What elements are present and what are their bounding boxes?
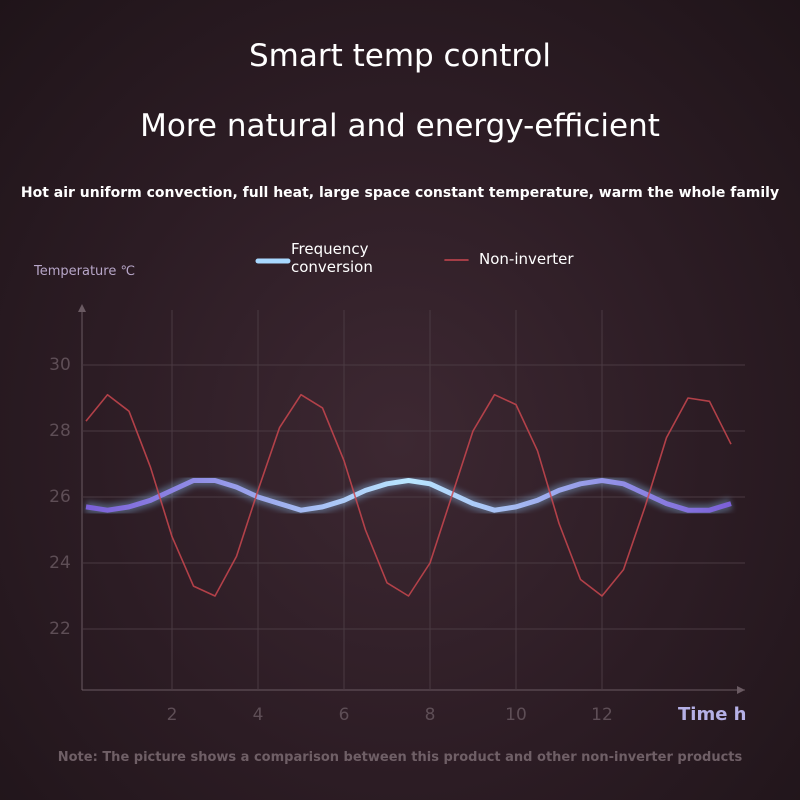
x-tick-label: 12 [591, 705, 613, 725]
y-axis-label: Temperature ℃ [34, 264, 136, 279]
subtitle: More natural and energy-efficient [140, 108, 660, 144]
y-tick-label: 24 [49, 553, 71, 573]
legend-label: Frequency conversion [291, 240, 373, 276]
title: Smart temp control [248, 38, 552, 74]
y-tick-label: 26 [49, 487, 71, 507]
x-tick-label: 8 [425, 705, 436, 725]
y-tick-label: 28 [49, 421, 71, 441]
line [85, 393, 732, 597]
x-tick-label: 10 [505, 705, 527, 725]
x-arrow [737, 686, 745, 694]
x-tick-label: 6 [339, 705, 350, 725]
note: Note: The picture shows a comparison bet… [57, 750, 743, 765]
description: Hot air uniform convection, full heat, l… [20, 185, 780, 201]
x-tick-label: 4 [253, 705, 264, 725]
legend-label: Non-inverter [479, 250, 574, 268]
line [85, 478, 732, 513]
y-arrow [78, 304, 86, 312]
x-tick-label: 2 [167, 705, 178, 725]
y-tick-label: 30 [49, 355, 71, 375]
y-tick-label: 22 [49, 619, 71, 639]
x-axis-label: Time h [678, 704, 747, 725]
